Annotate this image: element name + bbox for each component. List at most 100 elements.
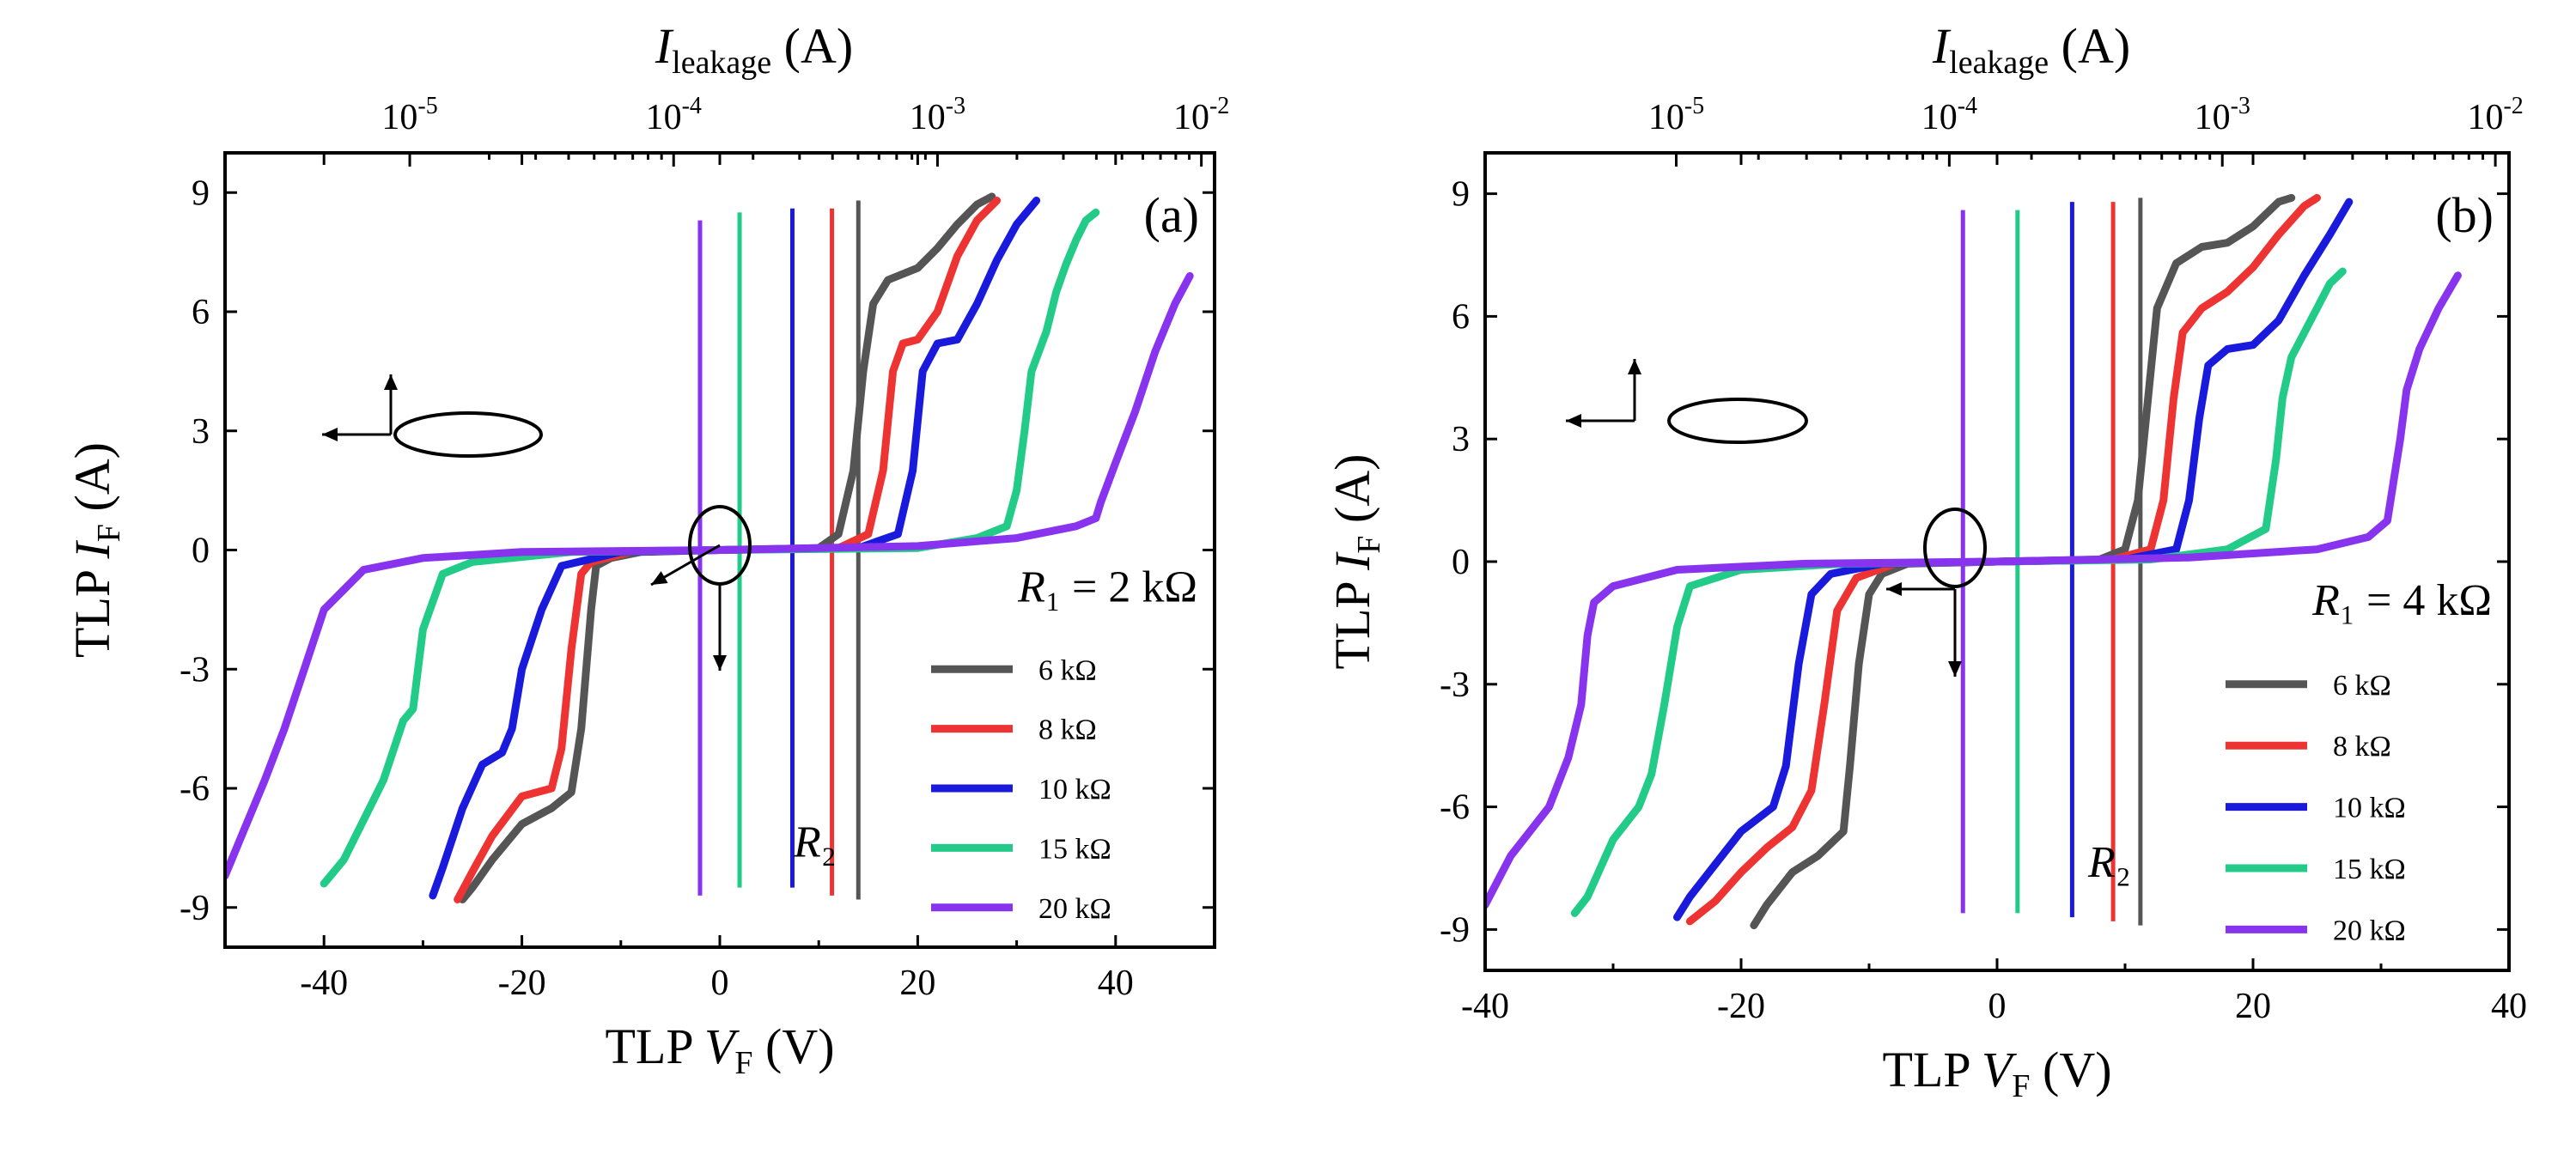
legend-label: 6 kΩ [1038, 654, 1097, 686]
iv-curve-1-forward [716, 197, 1002, 554]
x2-axis-title-part: leakage [1949, 45, 2049, 81]
legend-label: 15 kΩ [2333, 854, 2406, 885]
x2-tick-label: 10-3 [2195, 93, 2250, 137]
x-tick-label: -20 [498, 964, 546, 1003]
x2-tick-label: 10-3 [910, 93, 965, 137]
legend-label: 8 kΩ [1038, 714, 1097, 746]
x-axis-title: TLP VF (V) [605, 1018, 834, 1081]
legend-label: 20 kΩ [2333, 915, 2406, 946]
leakage-group-ellipse [1667, 398, 1808, 444]
x2-axis-title-part: I [1932, 18, 1952, 74]
legend-label: 15 kΩ [1038, 833, 1111, 865]
y-tick-label: -9 [180, 889, 210, 928]
panel-label: (b) [2435, 187, 2494, 243]
y-tick-label: 3 [1452, 420, 1470, 459]
x-axis-title-part: F [734, 1045, 752, 1081]
y-axis-title-part: TLP [64, 559, 120, 658]
y-axis-title-part: (A) [1325, 454, 1380, 536]
x2-axis-title-part: leakage [672, 45, 771, 81]
y-axis-title: TLP IF (A) [1325, 454, 1387, 670]
iv-curve-4-forward [1993, 271, 2462, 566]
iv-curve-0-forward [716, 192, 996, 554]
x2-tick-label: 10-5 [381, 93, 437, 137]
iv-curve-2-reverse [1673, 557, 2001, 921]
y-tick-label: 6 [1452, 297, 1470, 337]
x2-tick-label: 10-5 [1648, 93, 1704, 137]
y-axis-title-part: F [1351, 536, 1387, 554]
x-tick-label: 0 [1988, 987, 2007, 1026]
y-axis-title-part: (A) [64, 442, 120, 524]
y-axis-title-part: I [64, 540, 120, 560]
plot-area [1485, 193, 2462, 930]
iv-group-ellipse [1923, 508, 1987, 588]
y-axis-title: TLP IF (A) [64, 442, 127, 658]
y-axis-title-part: F [91, 524, 127, 542]
iv-curve-0-reverse [1750, 557, 2001, 930]
axis-arrow-left-head [1566, 414, 1581, 428]
x-axis-title-part: F [2012, 1068, 2030, 1104]
y-tick-label: 3 [192, 412, 210, 452]
plot-area [225, 192, 1194, 903]
legend-title: R₂ [793, 818, 837, 866]
x-tick-label: 20 [2235, 987, 2271, 1026]
chart-panel-b: -40 -20 0 20 40 -9 -6 -3 0 3 6 9 10-5 10-4 10-3 10-2 TLP… [1325, 18, 2527, 1104]
iv-curve-0-forward [1993, 193, 2296, 566]
x-tick-label: 40 [1098, 964, 1134, 1003]
leakage-group-ellipse [393, 411, 543, 458]
x-tick-label: 20 [899, 964, 935, 1003]
iv-curve-2-forward [1993, 198, 2354, 566]
x-axis-title: TLP VF (V) [1882, 1042, 2111, 1104]
x-axis-title-part: V [1982, 1042, 2018, 1097]
iv-curve-4-reverse [1485, 557, 2001, 909]
axis-arrow-down-head [1948, 661, 1962, 677]
r1-label: R₁ = 2 kΩ [1017, 563, 1197, 612]
iv-curve-0-reverse [459, 546, 724, 903]
x2-axis-title-part: (A) [2049, 18, 2130, 74]
iv-curve-3-forward [1993, 267, 2347, 566]
x2-axis-title-part: I [655, 18, 674, 74]
y-axis-title-part: I [1325, 551, 1380, 571]
y-tick-label: -3 [180, 650, 210, 690]
legend-label: 10 kΩ [2333, 793, 2406, 824]
x-tick-label: -40 [1461, 987, 1509, 1026]
iv-curve-1-forward [1993, 193, 2321, 566]
iv-curve-3-reverse [320, 546, 724, 888]
x-axis-title-part: TLP [605, 1018, 703, 1074]
x2-tick-label: 10-2 [2467, 93, 2523, 137]
x2-tick-label: 10-4 [1921, 93, 1977, 137]
axis-arrow-left-head [322, 428, 338, 441]
legend-label: 6 kΩ [2333, 670, 2391, 702]
x-tick-label: -40 [300, 964, 348, 1003]
x-axis-title-part: (V) [753, 1018, 835, 1074]
legend-label: 10 kΩ [1038, 774, 1111, 805]
axis-arrow-left-2-head [651, 571, 668, 585]
x-axis-title-part: (V) [2031, 1042, 2112, 1097]
y-tick-label: 9 [1452, 175, 1470, 215]
y-tick-label: 0 [1452, 543, 1470, 582]
x-axis-title-part: V [704, 1018, 740, 1074]
x2-axis-title: Ileakage (A) [1932, 18, 2130, 81]
axis-arrow-down-head [713, 655, 727, 671]
x-tick-label: 40 [2491, 987, 2527, 1026]
iv-curve-4-reverse [225, 546, 724, 880]
legend-label: 20 kΩ [1038, 893, 1111, 925]
x-tick-label: -20 [1717, 987, 1765, 1026]
x2-axis-title-part: (A) [771, 18, 853, 74]
chart-panel-a: -40 -20 0 20 40 -9 -6 -3 0 3 6 9 10-5 10-4 10-3 10-2 TLP… [64, 18, 1229, 1081]
x2-tick-label: 10-4 [646, 93, 702, 137]
y-tick-label: 9 [192, 173, 210, 213]
iv-curve-1-reverse [1685, 557, 2001, 926]
axis-arrow-up-head [1628, 359, 1641, 374]
iv-group-ellipse [688, 505, 752, 586]
y-axis-title-part: TLP [1325, 570, 1380, 669]
y-tick-label: 6 [192, 293, 210, 332]
y-tick-label: -6 [1440, 788, 1470, 828]
x-axis-title-part: TLP [1882, 1042, 1981, 1097]
iv-curve-2-reverse [429, 546, 724, 900]
panel-label: (a) [1144, 187, 1199, 243]
axis-arrow-up-head [384, 374, 398, 390]
y-tick-label: -9 [1440, 910, 1470, 950]
x2-axis-title: Ileakage (A) [655, 18, 853, 81]
y-tick-label: -3 [1440, 666, 1470, 705]
